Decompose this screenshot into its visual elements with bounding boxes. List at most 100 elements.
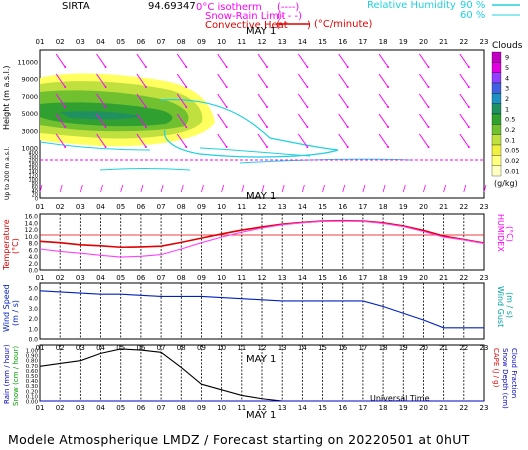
height-low-tick: 160 <box>28 166 38 172</box>
rain-tick: 0.90 <box>26 354 39 360</box>
wind-arrow-head <box>346 86 349 88</box>
surface-wind-arrow <box>241 184 245 193</box>
tick-label-rain: 01 <box>36 344 45 352</box>
temperature-tick: 4.0 <box>28 254 38 261</box>
tick-label-top: 15 <box>318 38 327 46</box>
wind-arrow <box>96 133 106 148</box>
series-line-wind-speed <box>39 290 484 329</box>
cloud-scale-label: 0.1 <box>505 136 515 144</box>
cloud-scale-swatch <box>491 134 502 146</box>
cloud-scale-label: 0.5 <box>505 116 515 124</box>
surface-wind-arrow <box>443 184 447 193</box>
temperature-tick: 14.0 <box>25 220 39 227</box>
legend-convective: Convective Heat <box>205 20 288 31</box>
cape-axis-label: CAPE (J / g) <box>492 348 500 388</box>
surface-wind-arrow <box>160 184 164 193</box>
cloud-scale-label: 0.02 <box>505 157 519 165</box>
gust-axis-unit: (m / s) <box>505 292 514 318</box>
tick-label-bottom: 17 <box>358 404 367 412</box>
tick-label-bottom: 18 <box>379 404 388 412</box>
tick-label-bottom: 16 <box>338 404 347 412</box>
series-line-temperature <box>39 219 485 249</box>
tick-label-rain: 19 <box>399 344 408 352</box>
wind-arrow <box>459 113 470 128</box>
date-label-top: MAY 1 <box>246 26 276 37</box>
tick-label-rain: 11 <box>237 344 246 352</box>
wind-arrow <box>378 73 389 88</box>
tick-label-rain: 03 <box>76 344 85 352</box>
wind-arrow-head <box>427 146 430 148</box>
wind-arrow-head <box>346 106 349 108</box>
tick-label-bottom: 01 <box>36 404 45 412</box>
surface-wind-arrow <box>382 184 386 193</box>
surface-wind-arrow <box>180 184 184 193</box>
wind-arrow-head <box>104 106 107 108</box>
wind-arrow-head <box>467 86 470 88</box>
wind-arrow <box>136 113 147 128</box>
tick-label-bottom: 10 <box>217 404 226 412</box>
tick-label-top: 13 <box>278 38 287 46</box>
wind-arrow <box>257 93 268 108</box>
wind-arrow-head <box>64 86 67 88</box>
tick-label-top: 18 <box>379 38 388 46</box>
wind-arrow <box>136 53 147 68</box>
tick-label-mid: 16 <box>338 203 347 211</box>
surface-wind-arrow <box>281 184 285 193</box>
tick-label-rain: 04 <box>96 344 105 352</box>
wind-arrow <box>297 133 308 148</box>
tick-label-top: 07 <box>157 38 166 46</box>
temperature-tick: 16.0 <box>25 214 39 221</box>
tick-label-bottom: 11 <box>237 404 246 412</box>
wind-arrow-head <box>185 66 188 68</box>
surface-wind-arrow <box>423 184 426 193</box>
tick-label-mid: 06 <box>136 203 145 211</box>
wind-tick: 1.0 <box>28 326 38 333</box>
cloud-scale-label: 3 <box>505 85 509 93</box>
tick-label-top: 14 <box>298 38 307 46</box>
wind-arrow <box>297 113 308 128</box>
tick-label-mid: 05 <box>116 203 125 211</box>
wind-arrow <box>217 93 228 108</box>
wind-axis-label: Wind Speed <box>2 284 11 332</box>
tick-label-bottom: 04 <box>96 404 105 412</box>
tick-label-wind: 09 <box>197 274 206 282</box>
rain-tick: 0.70 <box>26 364 39 370</box>
tick-label-mid: 13 <box>278 203 287 211</box>
tick-label-rain: 17 <box>358 344 367 352</box>
surface-wind-arrow <box>100 184 103 193</box>
height-tick: 7000 <box>21 93 38 101</box>
tick-label-top: 10 <box>217 38 226 46</box>
wind-axis-unit: (m / s) <box>11 300 20 326</box>
cloud-field <box>39 73 484 171</box>
legend-swatches: (----) (- - -) ( ) <box>276 2 311 31</box>
wind-arrow <box>176 73 187 88</box>
tick-label-top: 20 <box>419 38 428 46</box>
wind-arrow <box>96 73 106 88</box>
wind-arrow <box>297 53 308 68</box>
wind-arrow <box>217 73 228 88</box>
date-label-bottom: MAY 1 <box>246 354 276 365</box>
tick-label-bottom: 09 <box>197 404 206 412</box>
tick-label-rain: 10 <box>217 344 226 352</box>
surface-wind-arrow <box>39 184 43 193</box>
surface-wind-arrow <box>322 184 325 193</box>
wind-arrow-head <box>346 66 349 68</box>
wind-arrow <box>419 113 429 128</box>
tick-label-mid: 23 <box>480 203 489 211</box>
tick-label-bottom: 07 <box>157 404 166 412</box>
tick-label-rain: 02 <box>56 344 65 352</box>
height-axis-label: Height (m a.s.l.) <box>2 66 11 131</box>
wind-arrow <box>257 133 268 148</box>
tick-label-wind: 23 <box>480 274 489 282</box>
wind-arrow <box>419 133 429 148</box>
wind-arrow-head <box>266 146 268 148</box>
tick-label-top: 02 <box>56 38 65 46</box>
tick-label-wind: 19 <box>399 274 408 282</box>
wind-arrow <box>217 113 228 128</box>
height-low-tick: 80 <box>32 181 38 187</box>
tick-label-mid: 02 <box>56 203 65 211</box>
surface-wind-arrow <box>120 184 124 193</box>
cloud-scale-swatch <box>491 124 502 135</box>
tick-label-top: 05 <box>116 38 125 46</box>
tick-label-mid: 09 <box>197 203 206 211</box>
